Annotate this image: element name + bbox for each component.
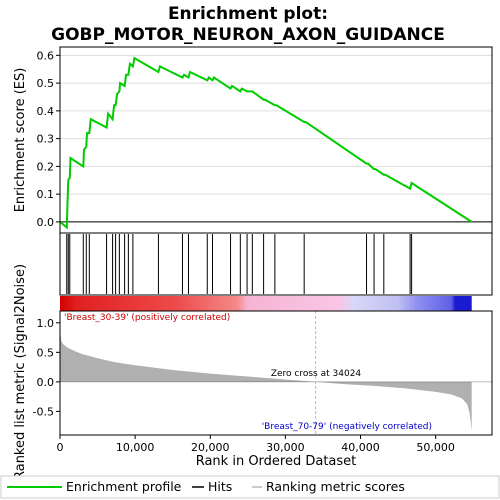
es-y-tick-label: 0.1 <box>37 188 55 201</box>
es-y-tick-label: 0.0 <box>37 216 55 229</box>
metric-panel: 'Breast_30-39' (positively correlated) '… <box>13 264 493 480</box>
positive-phenotype-label: 'Breast_30-39' (positively correlated) <box>64 313 230 323</box>
es-y-tick-label: 0.6 <box>37 49 55 62</box>
legend-label-hits: Hits <box>208 479 232 494</box>
x-tick-label: 20,000 <box>191 441 230 454</box>
x-tick-label: 10,000 <box>116 441 155 454</box>
metric-y-axis: -0.5 0.0 0.5 1.0 <box>33 317 60 418</box>
metric-y-tick-label: 1.0 <box>37 317 55 330</box>
zero-cross-label: Zero cross at 34024 <box>271 369 362 379</box>
es-y-axis-label: Enrichment score (ES) <box>13 68 28 213</box>
metric-y-tick-label: 0.0 <box>37 376 55 389</box>
x-tick-label: 40,000 <box>341 441 380 454</box>
hits-panel <box>59 232 493 296</box>
ranking-metric-area <box>60 329 472 431</box>
enrichment-profile-line <box>59 56 473 230</box>
hit-markers <box>66 234 413 294</box>
chart-title-line1: Enrichment plot: <box>168 4 328 24</box>
chart-title-line2: GOBP_MOTOR_NEURON_AXON_GUIDANCE <box>51 25 445 45</box>
rank-gradient-bar <box>60 296 472 311</box>
es-grid <box>60 54 492 223</box>
es-y-tick-label: 0.3 <box>37 133 55 146</box>
metric-y-tick-label: 0.5 <box>37 346 55 359</box>
legend: Enrichment profile Hits Ranking metric s… <box>0 475 500 499</box>
legend-label-enrichment-profile: Enrichment profile <box>66 479 182 494</box>
es-y-tick-label: 0.2 <box>37 160 55 173</box>
negative-phenotype-label: 'Breast_70-79' (negatively correlated) <box>262 422 432 432</box>
legend-box <box>0 475 500 499</box>
es-panel-background <box>60 47 492 233</box>
x-axis: 0 10,000 20,000 30,000 40,000 50,000 <box>57 435 455 454</box>
es-y-tick-label: 0.4 <box>37 105 55 118</box>
x-axis-label: Rank in Ordered Dataset <box>196 454 357 469</box>
x-tick-label: 0 <box>57 441 64 454</box>
metric-y-axis-label: Ranked list metric (Signal2Noise) <box>13 264 28 480</box>
metric-panel-frame <box>59 310 493 436</box>
x-tick-label: 50,000 <box>416 441 455 454</box>
es-y-axis: 0.0 0.1 0.2 0.3 0.4 0.5 0.6 <box>37 49 60 229</box>
es-panel: 0.0 0.1 0.2 0.3 0.4 0.5 0.6 Enrichment score (… <box>13 46 493 234</box>
metric-y-tick-label: -0.5 <box>33 405 54 418</box>
legend-label-ranking-metric: Ranking metric scores <box>266 479 405 494</box>
x-tick-label: 30,000 <box>266 441 305 454</box>
rank-color-bar <box>60 296 472 311</box>
es-y-tick-label: 0.5 <box>37 77 55 90</box>
hits-panel-frame <box>59 232 493 296</box>
